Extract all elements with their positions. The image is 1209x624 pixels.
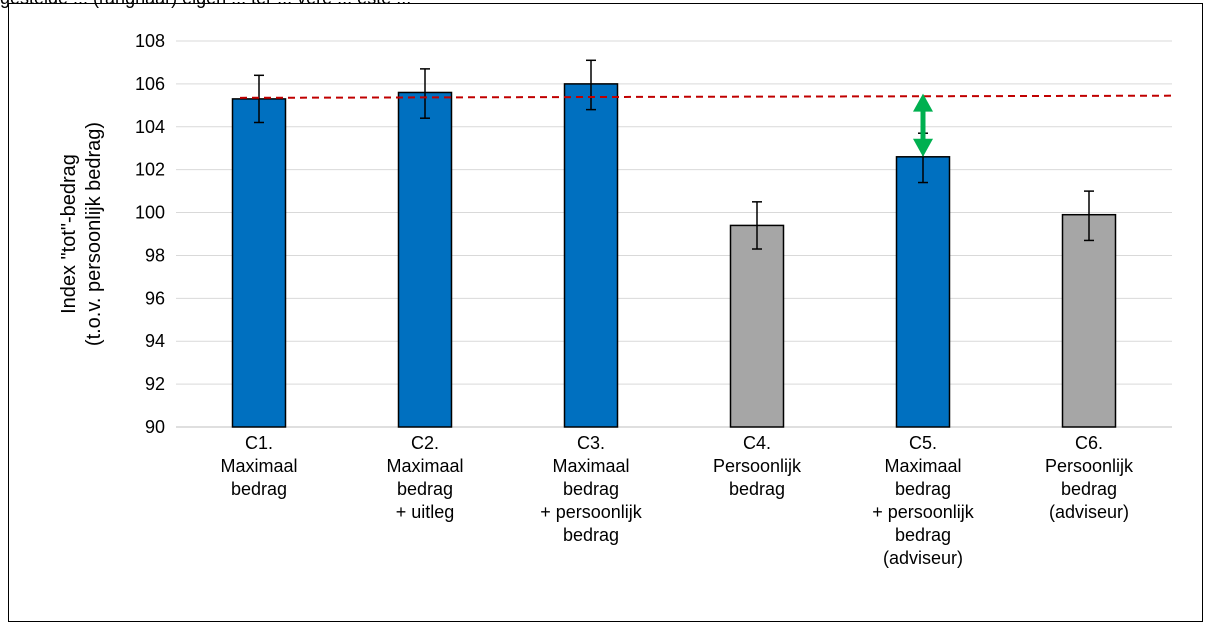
category-label-line: C3. — [577, 433, 605, 453]
y-tick-labels: 90 92 94 96 98 100 102 104 106 108 — [135, 31, 165, 437]
category-labels: C1. Maximaal bedrag C2. Maximaal bedrag + uitl… — [220, 433, 1134, 568]
category-label-line: bedrag — [895, 479, 951, 499]
category-label-line: + persoonlijk — [872, 502, 975, 522]
y-tick-label: 90 — [145, 417, 165, 437]
y-tick-label: 104 — [135, 117, 165, 137]
difference-arrow — [913, 93, 933, 157]
category-label-line: Maximaal — [884, 456, 961, 476]
category-label-line: bedrag — [563, 479, 619, 499]
bars — [231, 83, 1117, 428]
category-label-line: + uitleg — [396, 502, 455, 522]
arrow-head-up — [913, 93, 933, 112]
category-label-line: C1. — [245, 433, 273, 453]
arrow-head-down — [913, 138, 933, 157]
y-tick-label: 106 — [135, 74, 165, 94]
category-label-line: (adviseur) — [883, 548, 963, 568]
y-tick-label: 98 — [145, 245, 165, 265]
bar — [729, 224, 785, 428]
y-axis-label-group: Index "tot"-bedrag (t.o.v. persoonlijk be… — [58, 122, 105, 346]
category-label-line: C6. — [1075, 433, 1103, 453]
category-label: C2. Maximaal bedrag + uitleg — [386, 433, 463, 522]
y-axis-label-line: Index "tot"-bedrag — [58, 154, 80, 314]
category-label: C6. Persoonlijk bedrag (adviseur) — [1045, 433, 1134, 522]
reference-dashed-line — [239, 94, 1173, 99]
y-tick-label: 100 — [135, 203, 165, 223]
category-label-line: Persoonlijk — [1045, 456, 1134, 476]
bar — [231, 98, 287, 428]
bar — [1061, 213, 1117, 428]
y-tick-label: 94 — [145, 331, 165, 351]
bar — [563, 83, 619, 428]
category-label-line: bedrag — [231, 479, 287, 499]
category-label-line: (adviseur) — [1049, 502, 1129, 522]
category-label-line: bedrag — [397, 479, 453, 499]
category-label-line: C5. — [909, 433, 937, 453]
header-text-clipped: gestelde ... (rangnaar) eigen ... ter ..… — [0, 0, 411, 9]
error-bars — [254, 59, 1094, 250]
category-label: C4. Persoonlijk bedrag — [713, 433, 802, 499]
category-label-line: Maximaal — [220, 456, 297, 476]
y-tick-label: 102 — [135, 160, 165, 180]
y-axis-label-line: (t.o.v. persoonlijk bedrag) — [83, 122, 105, 346]
reference-line — [239, 94, 1173, 99]
y-axis-label: Index "tot"-bedrag (t.o.v. persoonlijk be… — [58, 122, 105, 346]
category-label-line: bedrag — [895, 525, 951, 545]
category-label: C1. Maximaal bedrag — [220, 433, 297, 499]
y-tick-label: 96 — [145, 288, 165, 308]
category-label-line: Maximaal — [386, 456, 463, 476]
category-label-line: bedrag — [1061, 479, 1117, 499]
category-label-line: C4. — [743, 433, 771, 453]
category-label: C3. Maximaal bedrag + persoonlijk bedrag — [540, 433, 643, 545]
category-label-line: bedrag — [729, 479, 785, 499]
category-label-line: C2. — [411, 433, 439, 453]
category-label-line: bedrag — [563, 525, 619, 545]
y-tick-label: 92 — [145, 374, 165, 394]
chart-frame — [8, 3, 1203, 622]
y-tick-label: 108 — [135, 31, 165, 51]
category-label-line: Maximaal — [552, 456, 629, 476]
category-label: C5. Maximaal bedrag + persoonlijk bedrag (adv… — [872, 433, 975, 568]
category-label-line: + persoonlijk — [540, 502, 643, 522]
bar — [397, 91, 453, 428]
bar — [895, 156, 951, 428]
gridlines — [176, 40, 1172, 428]
category-label-line: Persoonlijk — [713, 456, 802, 476]
